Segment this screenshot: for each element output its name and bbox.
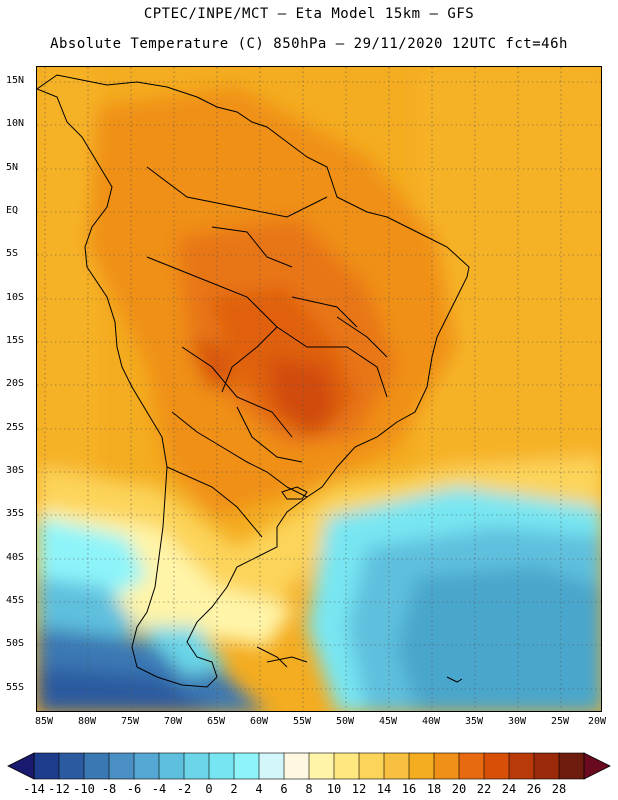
lon-label-65w: 65W bbox=[206, 716, 226, 727]
colorbar-label: 18 bbox=[426, 782, 442, 796]
lat-label-50s: 50S bbox=[6, 638, 25, 649]
lon-label-20w: 20W bbox=[587, 716, 607, 727]
lon-label-60w: 60W bbox=[249, 716, 269, 727]
lat-label-eq: EQ bbox=[6, 205, 19, 216]
lat-label-20s: 20S bbox=[6, 378, 25, 389]
lat-label-55s: 55S bbox=[6, 682, 25, 693]
lat-label-10s: 10S bbox=[6, 292, 25, 303]
colorbar-swatch bbox=[483, 752, 510, 780]
colorbar-label: -8 bbox=[101, 782, 117, 796]
colorbar-label: 26 bbox=[526, 782, 542, 796]
colorbar-label: 24 bbox=[501, 782, 517, 796]
temperature-map bbox=[36, 66, 602, 712]
colorbar-label: 16 bbox=[401, 782, 417, 796]
colorbar-label: 28 bbox=[551, 782, 567, 796]
colorbar-swatch bbox=[433, 752, 460, 780]
lon-label-75w: 75W bbox=[120, 716, 140, 727]
lat-label-25s: 25S bbox=[6, 422, 25, 433]
lat-label-35s: 35S bbox=[6, 508, 25, 519]
lat-label-30s: 30S bbox=[6, 465, 25, 476]
colorbar-label: 10 bbox=[326, 782, 342, 796]
colorbar-swatch bbox=[558, 752, 585, 780]
lon-label-45w: 45W bbox=[378, 716, 398, 727]
colorbar-swatch bbox=[33, 752, 60, 780]
colorbar-label: 22 bbox=[476, 782, 492, 796]
colorbar-label: 4 bbox=[255, 782, 263, 796]
lon-label-70w: 70W bbox=[163, 716, 183, 727]
colorbar-label: 6 bbox=[280, 782, 288, 796]
colorbar bbox=[7, 752, 611, 780]
lat-label-5s: 5S bbox=[6, 248, 19, 259]
lat-label-15n: 15N bbox=[6, 75, 25, 86]
colorbar-label: -10 bbox=[73, 782, 95, 796]
colorbar-swatch bbox=[158, 752, 185, 780]
lon-label-55w: 55W bbox=[292, 716, 312, 727]
colorbar-swatch bbox=[358, 752, 385, 780]
lon-label-35w: 35W bbox=[464, 716, 484, 727]
chart-title-line1: CPTEC/INPE/MCT – Eta Model 15km – GFS bbox=[143, 6, 475, 22]
colorbar-right-arrow bbox=[583, 752, 611, 780]
colorbar-label: 12 bbox=[351, 782, 367, 796]
lat-label-5n: 5N bbox=[6, 162, 19, 173]
colorbar-label: -2 bbox=[176, 782, 192, 796]
colorbar-swatch bbox=[383, 752, 410, 780]
colorbar-label: 8 bbox=[305, 782, 313, 796]
colorbar-swatch bbox=[408, 752, 435, 780]
colorbar-swatch bbox=[83, 752, 110, 780]
lat-label-15s: 15S bbox=[6, 335, 25, 346]
coastlines bbox=[37, 74, 470, 688]
lon-label-40w: 40W bbox=[421, 716, 441, 727]
colorbar-swatch bbox=[533, 752, 560, 780]
lat-label-40s: 40S bbox=[6, 552, 25, 563]
colorbar-label: 2 bbox=[230, 782, 238, 796]
colorbar-swatch bbox=[258, 752, 285, 780]
colorbar-swatch bbox=[333, 752, 360, 780]
lon-label-50w: 50W bbox=[335, 716, 355, 727]
colorbar-swatches bbox=[33, 752, 585, 780]
colorbar-swatch bbox=[283, 752, 310, 780]
colorbar-label: -6 bbox=[126, 782, 142, 796]
colorbar-label: 0 bbox=[205, 782, 213, 796]
colorbar-label: 14 bbox=[376, 782, 392, 796]
lat-label-45s: 45S bbox=[6, 595, 25, 606]
lon-label-30w: 30W bbox=[507, 716, 527, 727]
colorbar-swatch bbox=[308, 752, 335, 780]
map-canvas bbox=[37, 67, 601, 711]
colorbar-label: -14 bbox=[23, 782, 45, 796]
colorbar-swatch bbox=[108, 752, 135, 780]
colorbar-swatch bbox=[58, 752, 85, 780]
colorbar-label: 20 bbox=[451, 782, 467, 796]
colorbar-swatch bbox=[208, 752, 235, 780]
chart-title-line2: Absolute Temperature (C) 850hPa – 29/11/… bbox=[50, 36, 568, 52]
colorbar-swatch bbox=[233, 752, 260, 780]
colorbar-swatch bbox=[508, 752, 535, 780]
colorbar-label: -12 bbox=[48, 782, 70, 796]
lon-label-80w: 80W bbox=[77, 716, 97, 727]
lon-label-85w: 85W bbox=[34, 716, 54, 727]
colorbar-swatch bbox=[458, 752, 485, 780]
colorbar-label: -4 bbox=[151, 782, 167, 796]
colorbar-swatch bbox=[183, 752, 210, 780]
colorbar-swatch bbox=[133, 752, 160, 780]
temperature-field bbox=[37, 67, 601, 711]
colorbar-left-arrow bbox=[7, 752, 35, 780]
lat-label-10n: 10N bbox=[6, 118, 25, 129]
lon-label-25w: 25W bbox=[550, 716, 570, 727]
